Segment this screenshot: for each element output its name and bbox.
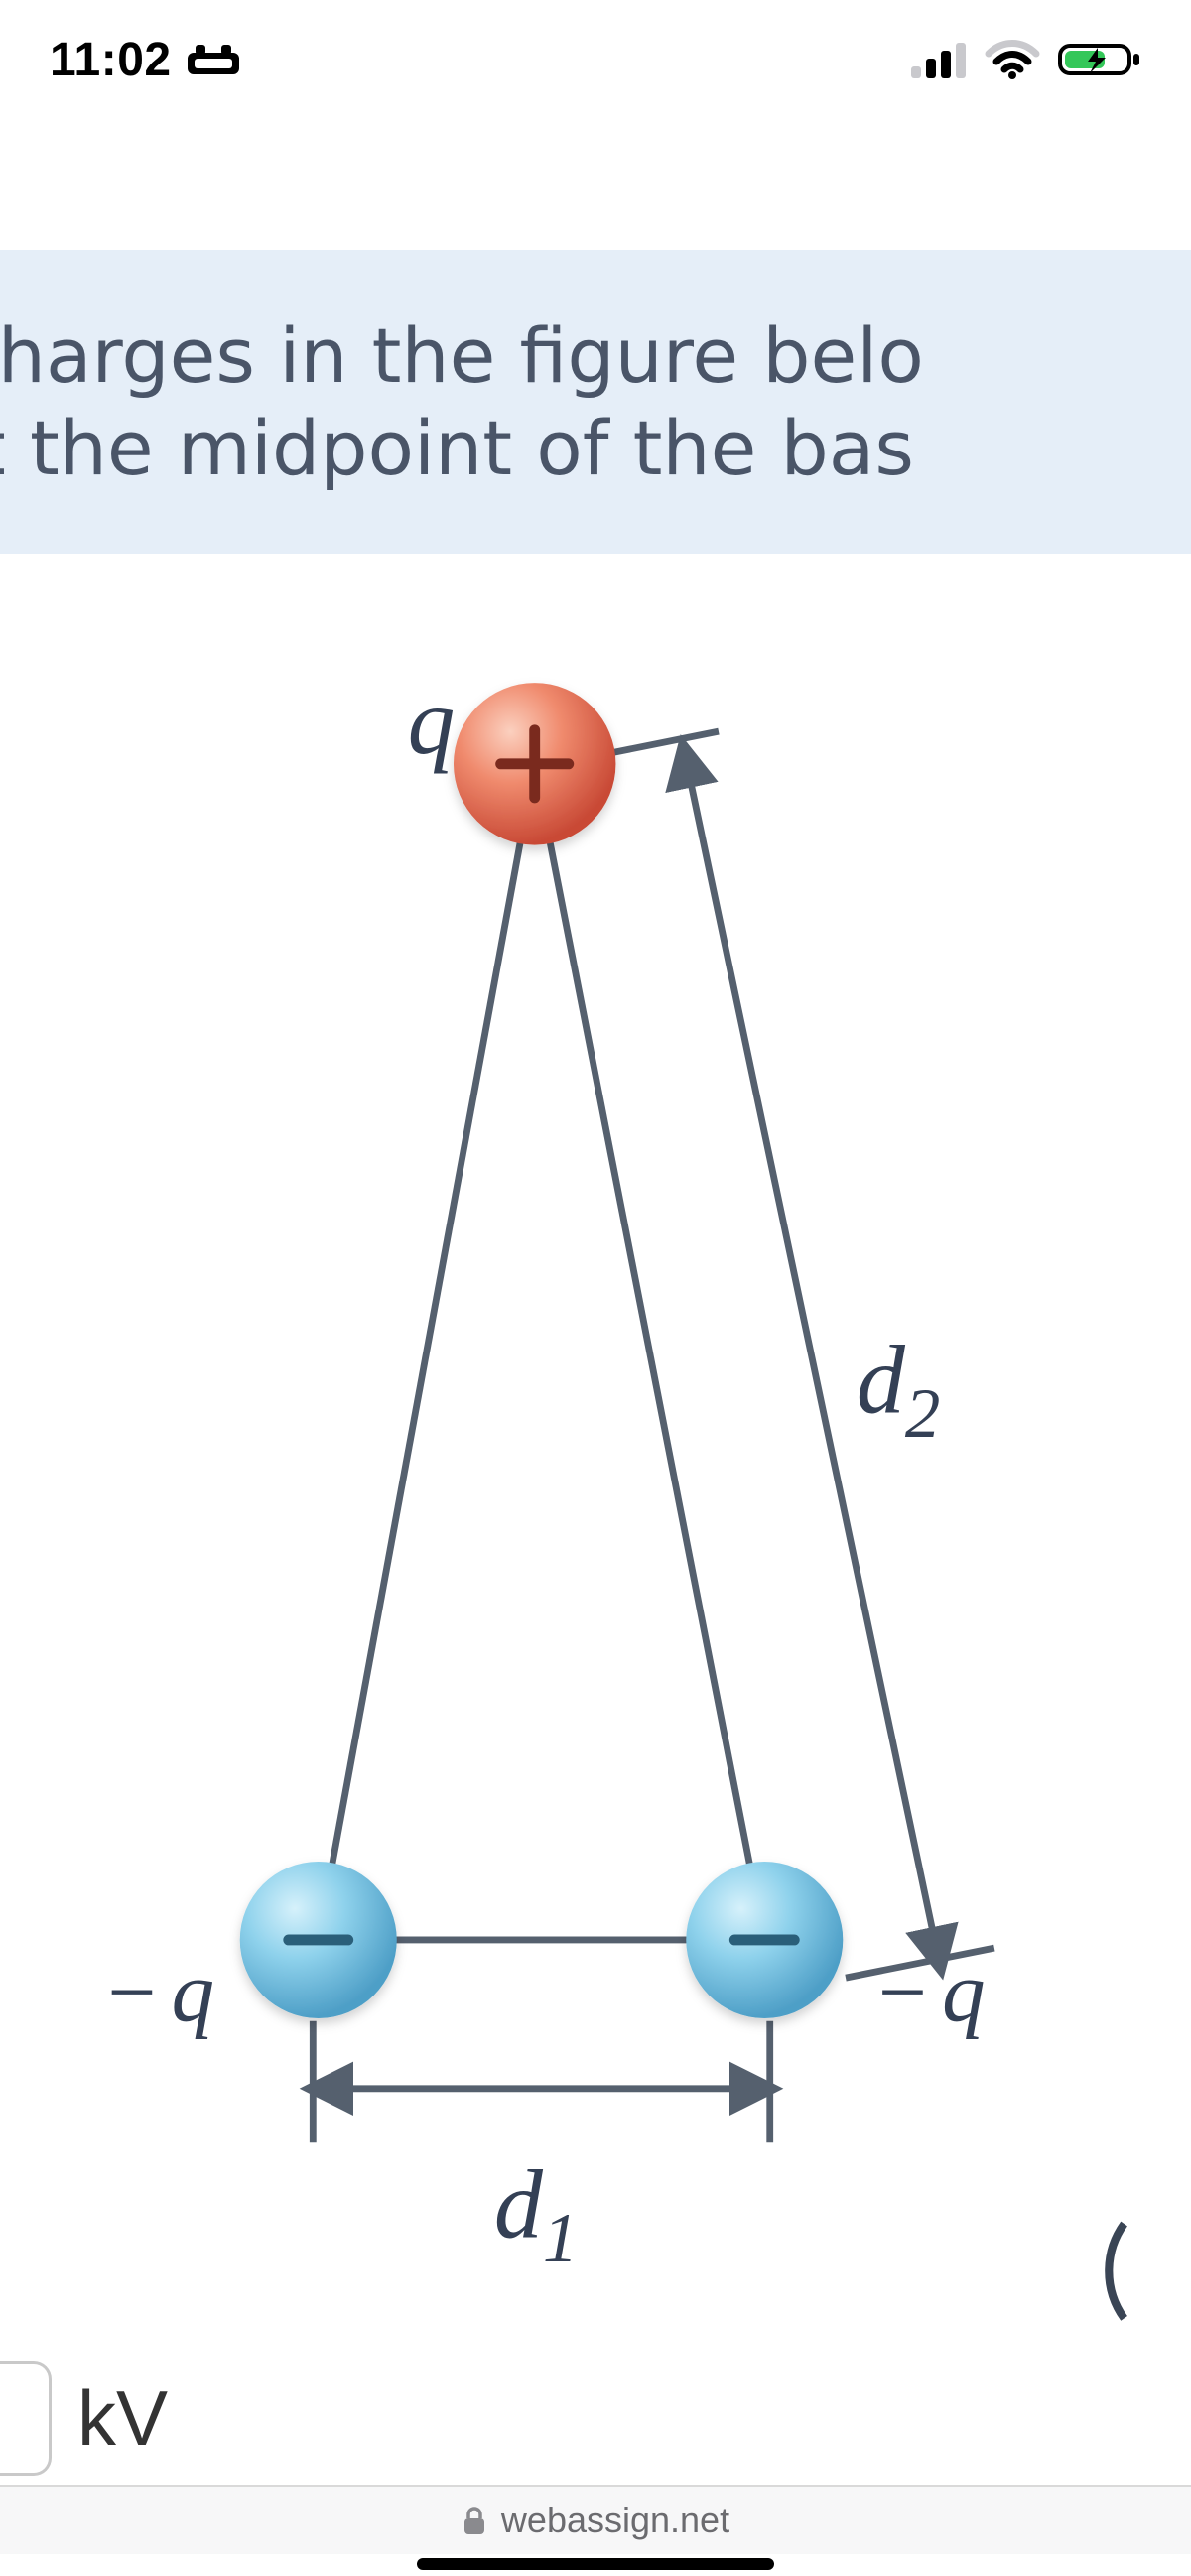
d1-label: d1 bbox=[494, 2152, 578, 2278]
battery-charging-icon bbox=[1058, 40, 1141, 79]
triangle-left-edge bbox=[319, 764, 535, 1940]
cellular-signal-icon bbox=[911, 41, 967, 78]
carplay-icon bbox=[186, 43, 241, 76]
physics-figure: d2 d1 q −q −q bbox=[0, 615, 1191, 2332]
right-charge-label: −q bbox=[872, 1944, 985, 2040]
url-text: webassign.net bbox=[501, 2500, 729, 2541]
browser-url-bar[interactable]: webassign.net bbox=[0, 2485, 1191, 2554]
status-time: 11:02 bbox=[50, 33, 241, 87]
top-charge-label: q bbox=[408, 669, 456, 774]
lock-icon bbox=[462, 2505, 487, 2536]
status-bar: 11:02 bbox=[0, 0, 1191, 119]
d2-top-tick bbox=[610, 731, 719, 753]
d2-label: d2 bbox=[857, 1328, 940, 1454]
clock-text: 11:02 bbox=[50, 33, 172, 87]
question-line-2: t the midpoint of the bas bbox=[0, 405, 1191, 491]
home-indicator[interactable] bbox=[417, 2558, 774, 2570]
answer-row: kV bbox=[0, 2354, 1191, 2483]
triangle-right-edge bbox=[535, 764, 765, 1940]
wifi-icon bbox=[985, 40, 1040, 79]
question-line-1: charges in the figure belo bbox=[0, 313, 1191, 399]
answer-input-box[interactable] bbox=[0, 2361, 52, 2476]
cropped-paren-right bbox=[1109, 2224, 1124, 2318]
question-text-band: charges in the figure belo t the midpoin… bbox=[0, 250, 1191, 554]
answer-unit: kV bbox=[77, 2374, 168, 2464]
status-right bbox=[911, 40, 1141, 79]
left-charge-label: −q bbox=[102, 1944, 214, 2040]
